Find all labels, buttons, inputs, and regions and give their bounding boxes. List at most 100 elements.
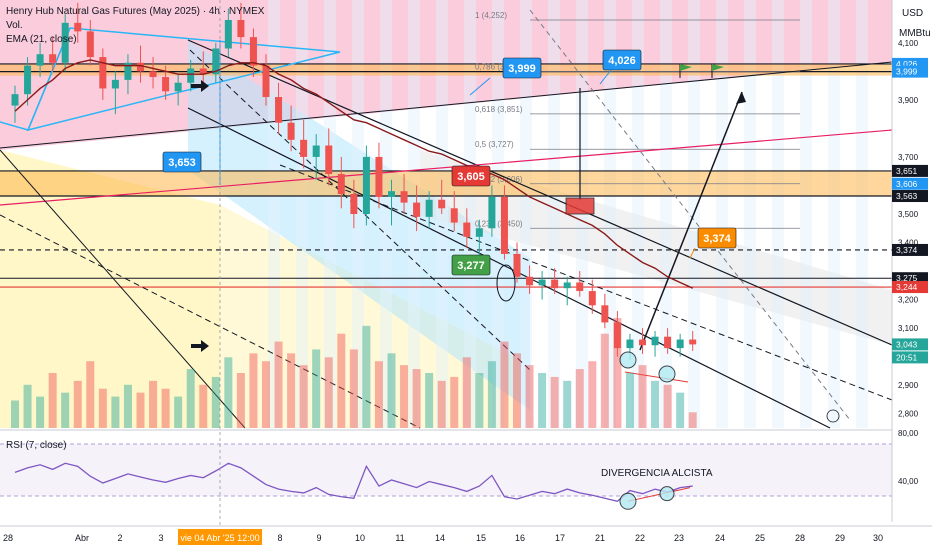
chart-title: Henry Hub Natural Gas Futures (May 2025)…	[6, 6, 265, 17]
candle-body[interactable]	[538, 279, 546, 286]
volume-bar	[211, 376, 220, 428]
candle-body[interactable]	[551, 279, 559, 289]
candle-body[interactable]	[300, 139, 308, 157]
candle-body[interactable]	[187, 68, 195, 83]
callout-3374	[697, 227, 737, 249]
price-label-box	[892, 351, 928, 364]
candle-body[interactable]	[111, 79, 119, 89]
candle-body[interactable]	[99, 57, 107, 89]
candle-body[interactable]	[513, 253, 521, 277]
candle-body[interactable]	[463, 222, 471, 237]
candle-body[interactable]	[626, 339, 634, 349]
session-highlight	[660, 0, 672, 428]
volume-bar	[374, 361, 383, 428]
candle-body[interactable]	[601, 305, 609, 323]
price-label-text: 4,026	[896, 59, 918, 69]
candle-body[interactable]	[124, 62, 132, 80]
volume-bar	[199, 384, 208, 428]
candle-body[interactable]	[337, 174, 345, 195]
volume-bar	[36, 396, 45, 428]
volume-bar	[136, 392, 145, 428]
flag-icon	[712, 64, 724, 71]
target-box	[565, 197, 595, 215]
candle-body[interactable]	[413, 202, 421, 217]
candle-body[interactable]	[375, 156, 383, 197]
candle-body[interactable]	[325, 145, 333, 175]
candle-body[interactable]	[563, 282, 571, 289]
candle-body[interactable]	[664, 336, 672, 349]
candle-body[interactable]	[576, 282, 584, 292]
candle-body[interactable]	[49, 54, 57, 63]
currency-label: USD	[902, 8, 924, 19]
candle-body[interactable]	[400, 191, 408, 203]
candle-body[interactable]	[689, 339, 697, 345]
candle-body[interactable]	[249, 37, 257, 66]
volume-bar	[23, 384, 32, 428]
candle-body[interactable]	[676, 339, 684, 349]
candle-body[interactable]	[149, 71, 157, 78]
candle-body[interactable]	[425, 199, 433, 217]
x-tick-label: 9	[316, 533, 321, 543]
alert-clock-icon[interactable]	[826, 409, 840, 423]
candle-body[interactable]	[651, 336, 659, 346]
candle-body[interactable]	[74, 22, 82, 32]
callout-3653-text: 3,653	[168, 157, 196, 169]
candle-body[interactable]	[199, 68, 207, 75]
x-tick-label: Abr	[75, 533, 89, 543]
x-tick-label: 15	[476, 533, 486, 543]
candle-body[interactable]	[174, 82, 182, 92]
candle-body[interactable]	[287, 122, 295, 140]
candle-body[interactable]	[613, 322, 621, 349]
fib-label: 1 (4,252)	[475, 11, 507, 20]
volume-label: Vol.	[6, 20, 23, 31]
rsi-label: RSI (7, close)	[6, 440, 67, 451]
low-circle-1	[619, 351, 637, 369]
y-tick-label: 4,100	[898, 39, 919, 48]
candle-body[interactable]	[450, 208, 458, 223]
candle-body[interactable]	[438, 199, 446, 209]
volume-bar	[688, 412, 697, 428]
candle-body[interactable]	[488, 196, 496, 229]
volume-bar	[412, 369, 421, 428]
callout-3374-pointer	[689, 247, 696, 259]
candle-body[interactable]	[262, 65, 270, 98]
candle-body[interactable]	[588, 291, 596, 306]
y-tick-label: 3,500	[898, 210, 919, 219]
candle-body[interactable]	[162, 77, 170, 92]
y-tick-label: 3,700	[898, 153, 919, 162]
session-highlight	[716, 0, 728, 428]
candle-body[interactable]	[475, 228, 483, 237]
dashed-fib-line	[529, 9, 851, 421]
candle-body[interactable]	[275, 97, 283, 123]
candle-body[interactable]	[526, 276, 534, 286]
candle-body[interactable]	[350, 194, 358, 214]
candle-body[interactable]	[212, 48, 220, 75]
session-highlight	[464, 0, 476, 428]
volume-bar	[475, 373, 484, 428]
callout-4026-text: 4,026	[608, 55, 636, 67]
volume-bar	[651, 380, 660, 428]
candle-body[interactable]	[312, 145, 320, 157]
candle-body[interactable]	[61, 22, 69, 63]
volume-bar	[262, 361, 270, 428]
candle-body[interactable]	[500, 196, 508, 254]
candle-body[interactable]	[24, 65, 32, 95]
candle-body[interactable]	[362, 156, 370, 214]
candle-body[interactable]	[237, 19, 245, 38]
channel-upper-line	[187, 39, 893, 346]
volume-bar	[186, 369, 195, 428]
candle-body[interactable]	[11, 94, 19, 106]
volume-bar	[174, 396, 183, 428]
candle-body[interactable]	[388, 191, 395, 197]
candle-body[interactable]	[86, 31, 94, 58]
candle-body[interactable]	[224, 19, 232, 49]
candle-body[interactable]	[137, 62, 144, 72]
volume-bar	[538, 373, 547, 428]
projection-arrowhead	[736, 92, 746, 104]
candle-body[interactable]	[639, 339, 646, 346]
candle-body[interactable]	[36, 54, 44, 66]
fib-label: 0,786 (3,999)	[475, 63, 523, 72]
callout-3277	[451, 254, 491, 276]
